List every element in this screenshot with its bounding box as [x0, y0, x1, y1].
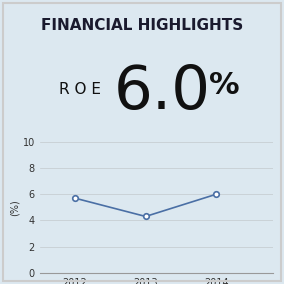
Y-axis label: (%): (%) — [10, 199, 20, 216]
Text: 6.0: 6.0 — [113, 62, 210, 122]
Text: FINANCIAL HIGHLIGHTS: FINANCIAL HIGHLIGHTS — [41, 18, 243, 33]
Text: %: % — [209, 71, 240, 100]
Text: R O E: R O E — [59, 82, 101, 97]
